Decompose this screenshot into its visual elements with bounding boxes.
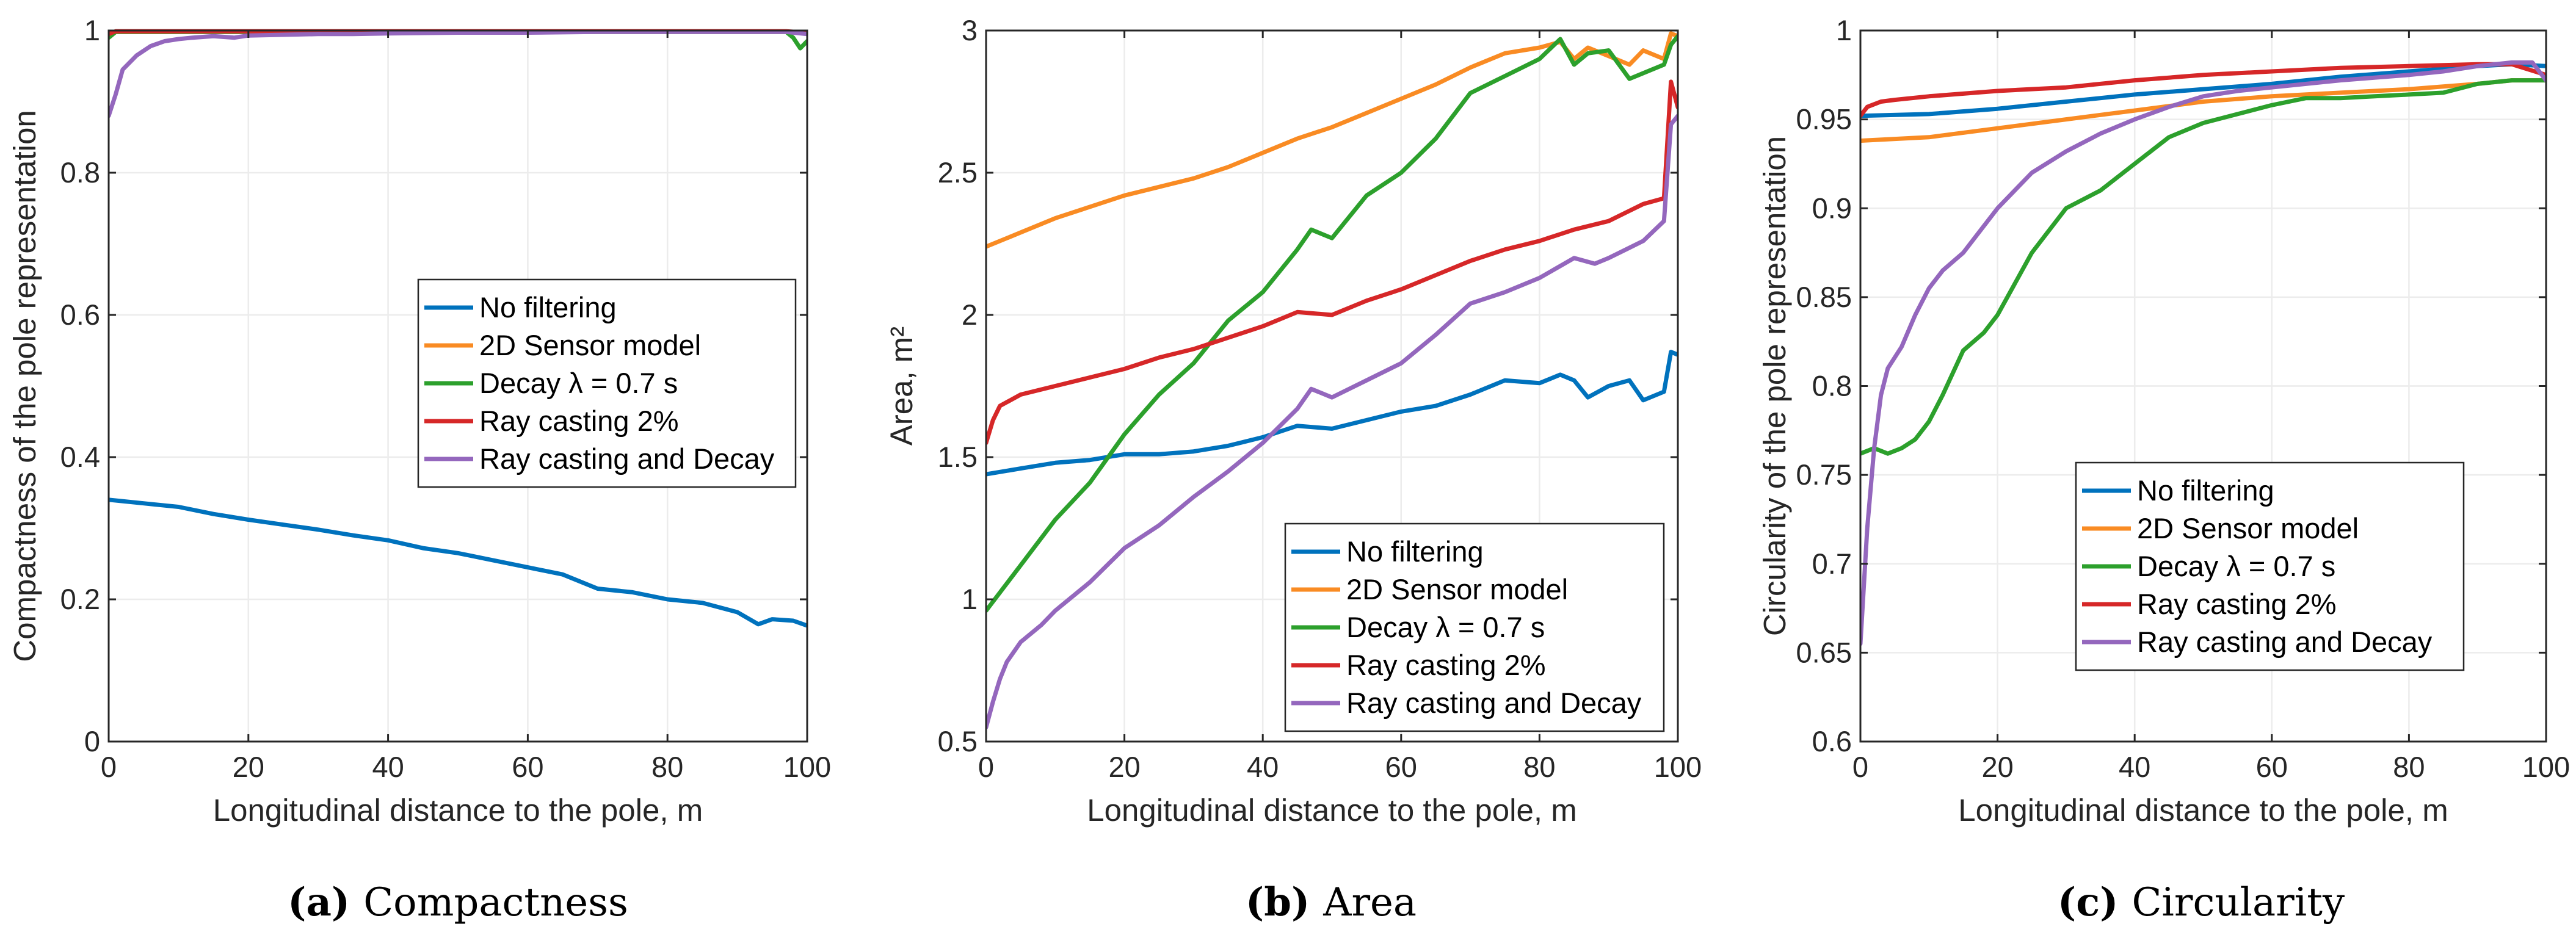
- panel-a-caption-letter: (a): [288, 879, 350, 925]
- panel-b-caption-letter: (b): [1246, 879, 1310, 925]
- panel-b-x-axis-label: Longitudinal distance to the pole, m: [1087, 793, 1576, 828]
- panel-b-x-tick-label: 100: [1654, 751, 1702, 783]
- panel-a-legend-label-5: Ray casting and Decay: [479, 442, 775, 475]
- panel-a-legend-box: [417, 278, 797, 488]
- panel-b-legend-label-4: Ray casting 2%: [1346, 649, 1546, 681]
- panel-b-legend-label-2: 2D Sensor model: [1346, 573, 1568, 605]
- panel-b-legend-label-1: No filtering: [1346, 535, 1484, 568]
- panel-c-x-tick-label: 80: [2393, 751, 2425, 783]
- panel-c-legend-label-1: No filtering: [2137, 474, 2274, 507]
- panel-c-legend-box: [2075, 461, 2465, 671]
- panel-c-legend-label-2: 2D Sensor model: [2137, 512, 2359, 544]
- panel-b-series-line-3: [986, 34, 1678, 613]
- panel-b-legend-label-3: Decay λ = 0.7 s: [1346, 611, 1545, 643]
- panel-a-legend-label-4: Ray casting 2%: [479, 405, 679, 437]
- panel-b-plot-area: [986, 31, 1678, 730]
- panel-a-y-axis-label: Compactness of the pole representation: [7, 110, 42, 662]
- panel-area: 0 20 40 60 80 100 0.5 1 1.5 2 2.5 3 Longitudinal dis…: [884, 14, 1702, 925]
- panel-c-y-tick-label: 0.85: [1796, 281, 1852, 313]
- panel-c-series-line-4: [1860, 62, 2546, 118]
- panel-b-axes-frame: [985, 29, 1679, 743]
- panel-a-x-tick-label: 40: [372, 751, 404, 783]
- panel-b-x-tick-label: 0: [978, 751, 994, 783]
- panel-b-legend-box: [1284, 522, 1665, 732]
- panel-c-y-tick-label: 0.95: [1796, 103, 1852, 135]
- panel-a-x-tick-label: 100: [783, 751, 831, 783]
- panel-c-y-axis-label: Circularity of the pole representation: [1757, 136, 1792, 636]
- panel-a-x-tick-label: 0: [101, 751, 117, 783]
- panel-b-x-tick-label: 40: [1247, 751, 1279, 783]
- panel-c-x-axis-label: Longitudinal distance to the pole, m: [1958, 793, 2448, 828]
- panel-b-caption-text: Area: [1322, 880, 1417, 925]
- panel-circularity: 0 20 40 60 80 100 0.6 0.65 0.7 0.75 0.8 0.85 0.9 0.95…: [1757, 14, 2570, 925]
- panel-c-caption: (c) Circularity: [2058, 879, 2345, 925]
- panel-c-y-tick-label: 0.65: [1796, 636, 1852, 668]
- panel-a-caption-text: Compactness: [363, 880, 628, 925]
- panel-b-series-line-5: [986, 114, 1678, 730]
- panel-a-y-tick-label: 1: [84, 14, 100, 46]
- panel-c-y-tick-label: 0.9: [1812, 192, 1852, 224]
- panel-c-y-tick-label: 0.7: [1812, 547, 1852, 580]
- panel-c-legend-label-4: Ray casting 2%: [2137, 588, 2337, 620]
- panel-c-y-tick-label: 0.8: [1812, 370, 1852, 402]
- panel-c-y-tick-label: 0.75: [1796, 458, 1852, 491]
- panel-c-y-tick-label: 0.6: [1812, 725, 1852, 757]
- panel-b-x-tick-label: 80: [1523, 751, 1555, 783]
- panel-b-y-tick-label: 3: [962, 14, 978, 46]
- panel-c-y-tick-label: 1: [1836, 14, 1852, 46]
- panel-c-x-tick-label: 0: [1852, 751, 1868, 783]
- panel-b-x-tick-label: 20: [1108, 751, 1140, 783]
- panel-c-caption-letter: (c): [2058, 879, 2119, 925]
- panel-c-x-tick-label: 20: [1981, 751, 2013, 783]
- panel-b-x-tick-label: 60: [1385, 751, 1417, 783]
- panel-a-legend: No filtering 2D Sensor model Decay λ = 0.7…: [417, 278, 797, 488]
- panel-c-x-tick-label: 40: [2119, 751, 2150, 783]
- panel-a-y-tick-label: 0.6: [60, 298, 100, 331]
- panel-a-legend-label-1: No filtering: [479, 291, 617, 323]
- panel-b-y-tick-label: 1.5: [938, 441, 978, 473]
- panel-a-y-tick-label: 0: [84, 725, 100, 757]
- panel-b-y-tick-label: 2.5: [938, 156, 978, 189]
- panel-c-x-tick-label: 100: [2522, 751, 2570, 783]
- panel-a-legend-label-3: Decay λ = 0.7 s: [479, 367, 678, 399]
- panel-b-caption: (b) Area: [1246, 879, 1417, 925]
- panel-b-series-line-2: [986, 31, 1678, 249]
- panel-c-legend-label-5: Ray casting and Decay: [2137, 626, 2433, 658]
- panel-c-x-tick-label: 60: [2256, 751, 2288, 783]
- panel-b-series-line-1: [986, 350, 1678, 477]
- panel-c-plot-area: [1860, 60, 2546, 646]
- panel-a-x-tick-label: 20: [233, 751, 264, 783]
- panel-a-x-axis-label: Longitudinal distance to the pole, m: [213, 793, 703, 828]
- panel-a-x-tick-label: 80: [651, 751, 683, 783]
- panel-a-plot-area: [109, 29, 807, 628]
- panel-a-y-tick-label: 0.2: [60, 583, 100, 615]
- panel-b-y-tick-label: 1: [962, 583, 978, 615]
- panel-a-legend-label-2: 2D Sensor model: [479, 329, 701, 361]
- panel-b-series-line-4: [986, 79, 1678, 446]
- panel-b-y-tick-label: 0.5: [938, 725, 978, 757]
- panel-a-x-tick-label: 60: [512, 751, 543, 783]
- panel-b-legend-label-5: Ray casting and Decay: [1346, 687, 1642, 719]
- panel-a-y-tick-label: 0.8: [60, 156, 100, 189]
- panel-compactness: 0 20 40 60 80 100 0 0.2 0.4 0.6 0.8 1 Longitudinal d…: [7, 14, 831, 925]
- panel-b-y-axis-label: Area, m²: [884, 327, 919, 446]
- panel-a-caption: (a) Compactness: [288, 879, 628, 925]
- panel-c-caption-text: Circularity: [2132, 880, 2345, 925]
- panel-a-y-tick-label: 0.4: [60, 441, 100, 473]
- panel-a-axes-frame: [107, 29, 808, 743]
- panel-b-y-tick-label: 2: [962, 298, 978, 331]
- panel-b-legend: No filtering 2D Sensor model Decay λ = 0.7…: [1284, 522, 1665, 732]
- panel-c-series-line-5: [1860, 60, 2546, 646]
- panel-c-series-line-3: [1860, 78, 2546, 456]
- panel-c-legend-label-3: Decay λ = 0.7 s: [2137, 550, 2335, 582]
- panel-c-legend: No filtering 2D Sensor model Decay λ = 0.7…: [2075, 461, 2465, 671]
- panel-a-series-line-5: [109, 29, 807, 118]
- panel-a-series-line-1: [109, 497, 807, 628]
